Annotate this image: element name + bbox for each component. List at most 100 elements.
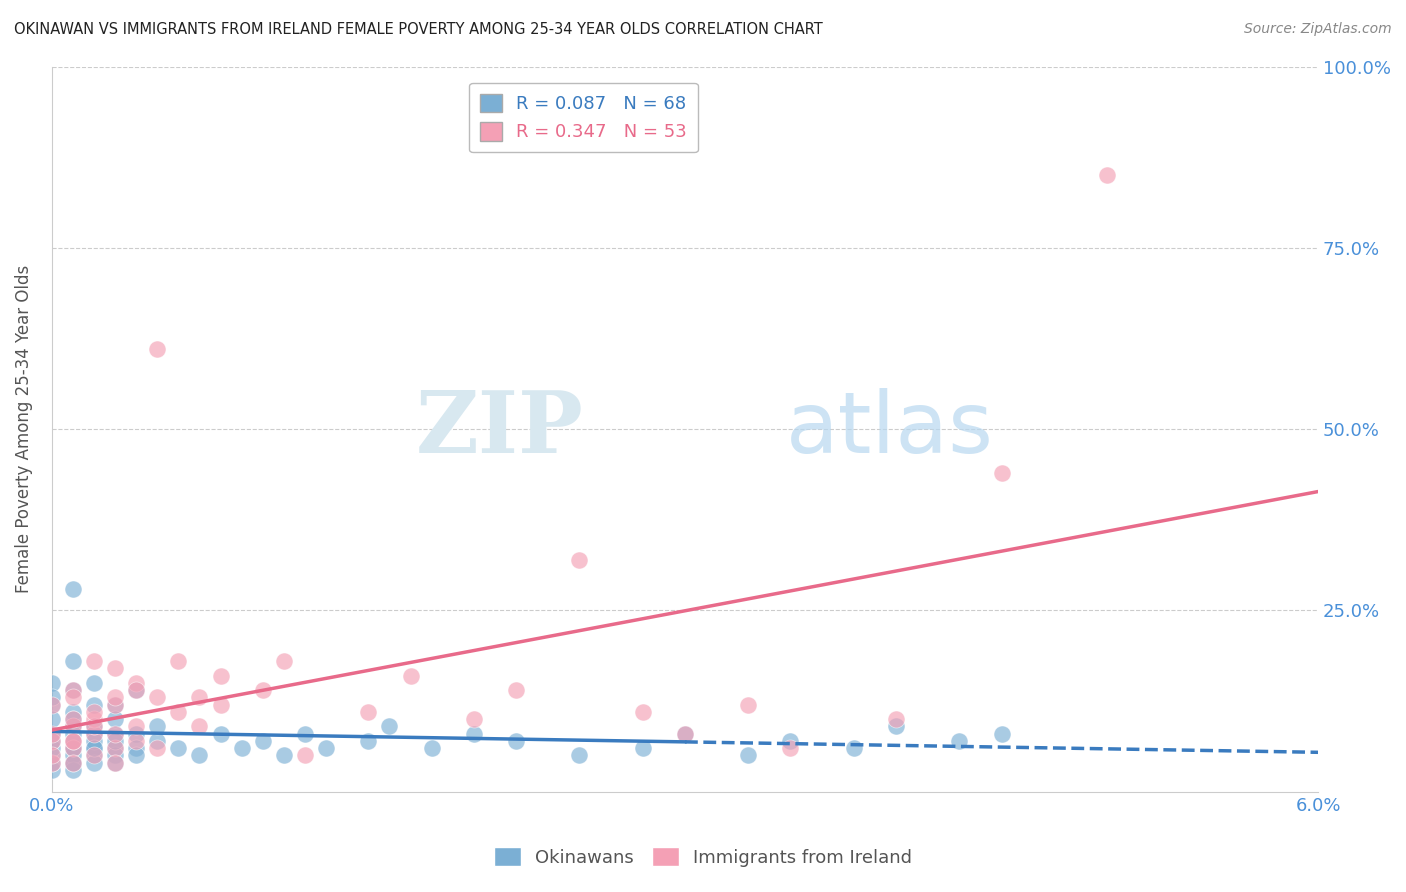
Point — [62, 582, 84, 596]
Point — [62, 719, 84, 733]
Point — [673, 727, 696, 741]
Point — [378, 719, 401, 733]
Point — [41, 698, 63, 712]
Point — [779, 741, 801, 756]
Point — [62, 748, 84, 763]
Point — [83, 734, 105, 748]
Point — [252, 734, 274, 748]
Y-axis label: Female Poverty Among 25-34 Year Olds: Female Poverty Among 25-34 Year Olds — [15, 265, 32, 593]
Point — [990, 466, 1012, 480]
Point — [273, 654, 295, 668]
Point — [294, 727, 316, 741]
Point — [104, 661, 127, 675]
Point — [146, 734, 169, 748]
Point — [83, 756, 105, 770]
Point — [884, 712, 907, 726]
Point — [505, 683, 527, 698]
Point — [631, 705, 654, 719]
Point — [167, 654, 190, 668]
Point — [83, 712, 105, 726]
Point — [231, 741, 253, 756]
Point — [146, 741, 169, 756]
Point — [357, 705, 380, 719]
Point — [83, 727, 105, 741]
Point — [41, 756, 63, 770]
Point — [146, 719, 169, 733]
Point — [41, 698, 63, 712]
Point — [125, 734, 148, 748]
Point — [62, 763, 84, 777]
Point — [83, 727, 105, 741]
Point — [41, 734, 63, 748]
Point — [104, 727, 127, 741]
Text: Source: ZipAtlas.com: Source: ZipAtlas.com — [1244, 22, 1392, 37]
Point — [104, 698, 127, 712]
Point — [62, 741, 84, 756]
Point — [125, 676, 148, 690]
Point — [41, 727, 63, 741]
Point — [62, 683, 84, 698]
Point — [125, 683, 148, 698]
Point — [41, 756, 63, 770]
Point — [146, 690, 169, 705]
Point — [125, 727, 148, 741]
Point — [737, 698, 759, 712]
Point — [779, 734, 801, 748]
Point — [188, 748, 211, 763]
Point — [167, 705, 190, 719]
Point — [41, 748, 63, 763]
Point — [41, 690, 63, 705]
Point — [884, 719, 907, 733]
Point — [41, 727, 63, 741]
Point — [104, 734, 127, 748]
Point — [463, 727, 485, 741]
Point — [125, 741, 148, 756]
Point — [188, 719, 211, 733]
Point — [41, 712, 63, 726]
Point — [842, 741, 865, 756]
Point — [673, 727, 696, 741]
Point — [209, 698, 232, 712]
Point — [62, 734, 84, 748]
Point — [62, 734, 84, 748]
Point — [62, 654, 84, 668]
Point — [83, 741, 105, 756]
Point — [209, 668, 232, 682]
Point — [83, 719, 105, 733]
Point — [568, 748, 591, 763]
Point — [505, 734, 527, 748]
Point — [104, 727, 127, 741]
Point — [62, 705, 84, 719]
Point — [62, 712, 84, 726]
Point — [125, 683, 148, 698]
Point — [167, 741, 190, 756]
Point — [83, 741, 105, 756]
Point — [104, 741, 127, 756]
Point — [83, 705, 105, 719]
Point — [294, 748, 316, 763]
Point — [41, 748, 63, 763]
Point — [41, 763, 63, 777]
Point — [399, 668, 422, 682]
Point — [125, 748, 148, 763]
Point — [62, 727, 84, 741]
Point — [62, 719, 84, 733]
Point — [188, 690, 211, 705]
Point — [62, 756, 84, 770]
Point — [83, 698, 105, 712]
Point — [83, 676, 105, 690]
Point — [62, 712, 84, 726]
Text: OKINAWAN VS IMMIGRANTS FROM IRELAND FEMALE POVERTY AMONG 25-34 YEAR OLDS CORRELA: OKINAWAN VS IMMIGRANTS FROM IRELAND FEMA… — [14, 22, 823, 37]
Point — [83, 719, 105, 733]
Point — [104, 756, 127, 770]
Point — [104, 712, 127, 726]
Point — [315, 741, 337, 756]
Point — [104, 741, 127, 756]
Point — [125, 719, 148, 733]
Point — [62, 690, 84, 705]
Point — [41, 676, 63, 690]
Point — [104, 748, 127, 763]
Point — [252, 683, 274, 698]
Point — [83, 654, 105, 668]
Point — [463, 712, 485, 726]
